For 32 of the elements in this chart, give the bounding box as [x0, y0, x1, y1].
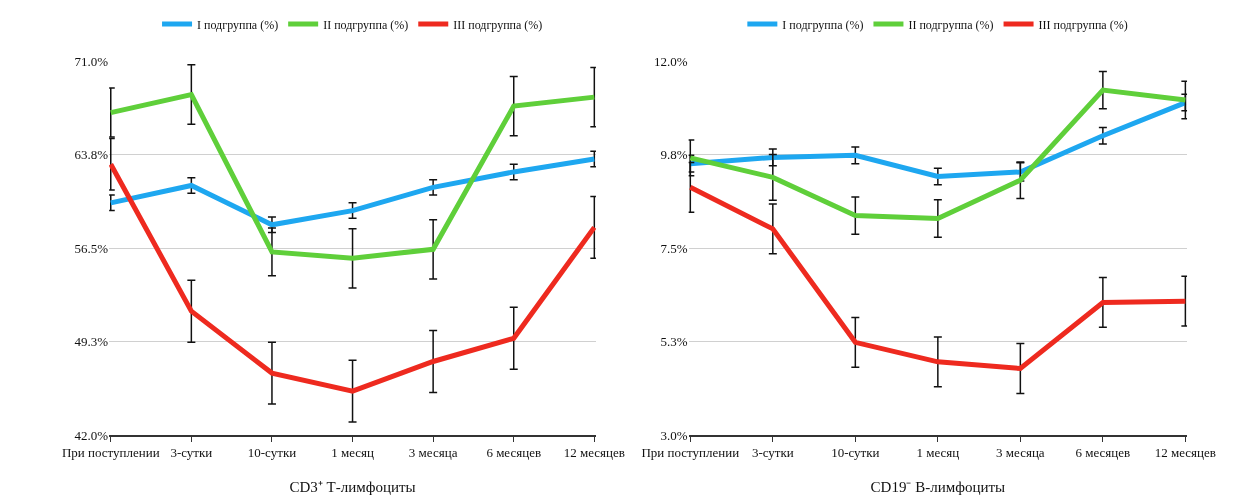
y-tick-label: 3.0%: [660, 427, 688, 443]
x-axis-title: CD3⁺ Т-лимфоциты: [289, 478, 416, 495]
legend-label: II подгруппа (%): [908, 17, 994, 32]
x-tick-label: 10-сутки: [831, 445, 880, 461]
x-tick-label: При поступлении: [61, 445, 160, 461]
y-tick-label: 71.0%: [74, 53, 109, 69]
x-tick-label: 6 месяцев: [486, 445, 542, 461]
y-tick-label: 7.5%: [660, 240, 688, 256]
legend-label: I подгруппа (%): [197, 17, 279, 32]
x-tick-label: 3 месяца: [996, 445, 1045, 461]
x-axis-title: CD19⁻ В-лимфоциты: [870, 478, 1006, 495]
x-tick-label: 10-сутки: [247, 445, 297, 461]
x-tick-label: 3-сутки: [751, 445, 794, 461]
x-tick-label: 12 месяцев: [563, 445, 625, 461]
y-tick-label: 12.0%: [654, 53, 688, 69]
x-tick-label: 6 месяцев: [1075, 445, 1131, 461]
x-tick-label: 12 месяцев: [1154, 445, 1216, 461]
y-tick-label: 63.8%: [74, 147, 109, 163]
y-tick-label: 42.0%: [74, 427, 109, 443]
legend-label: III подгруппа (%): [1038, 17, 1128, 32]
y-tick-label: 49.3%: [74, 334, 109, 350]
x-tick-label: 3-сутки: [170, 445, 213, 461]
x-tick-label: 3 месяца: [408, 445, 458, 461]
y-tick-label: 9.8%: [660, 147, 688, 163]
legend-label: I подгруппа (%): [782, 17, 864, 32]
y-tick-label: 56.5%: [74, 240, 109, 256]
legend-label: III подгруппа (%): [453, 17, 543, 32]
x-tick-label: 1 месяц: [331, 445, 374, 461]
y-tick-label: 5.3%: [660, 334, 688, 350]
x-tick-label: 1 месяц: [916, 445, 960, 461]
legend-label: II подгруппа (%): [323, 17, 409, 32]
x-tick-label: При поступлении: [641, 445, 740, 461]
